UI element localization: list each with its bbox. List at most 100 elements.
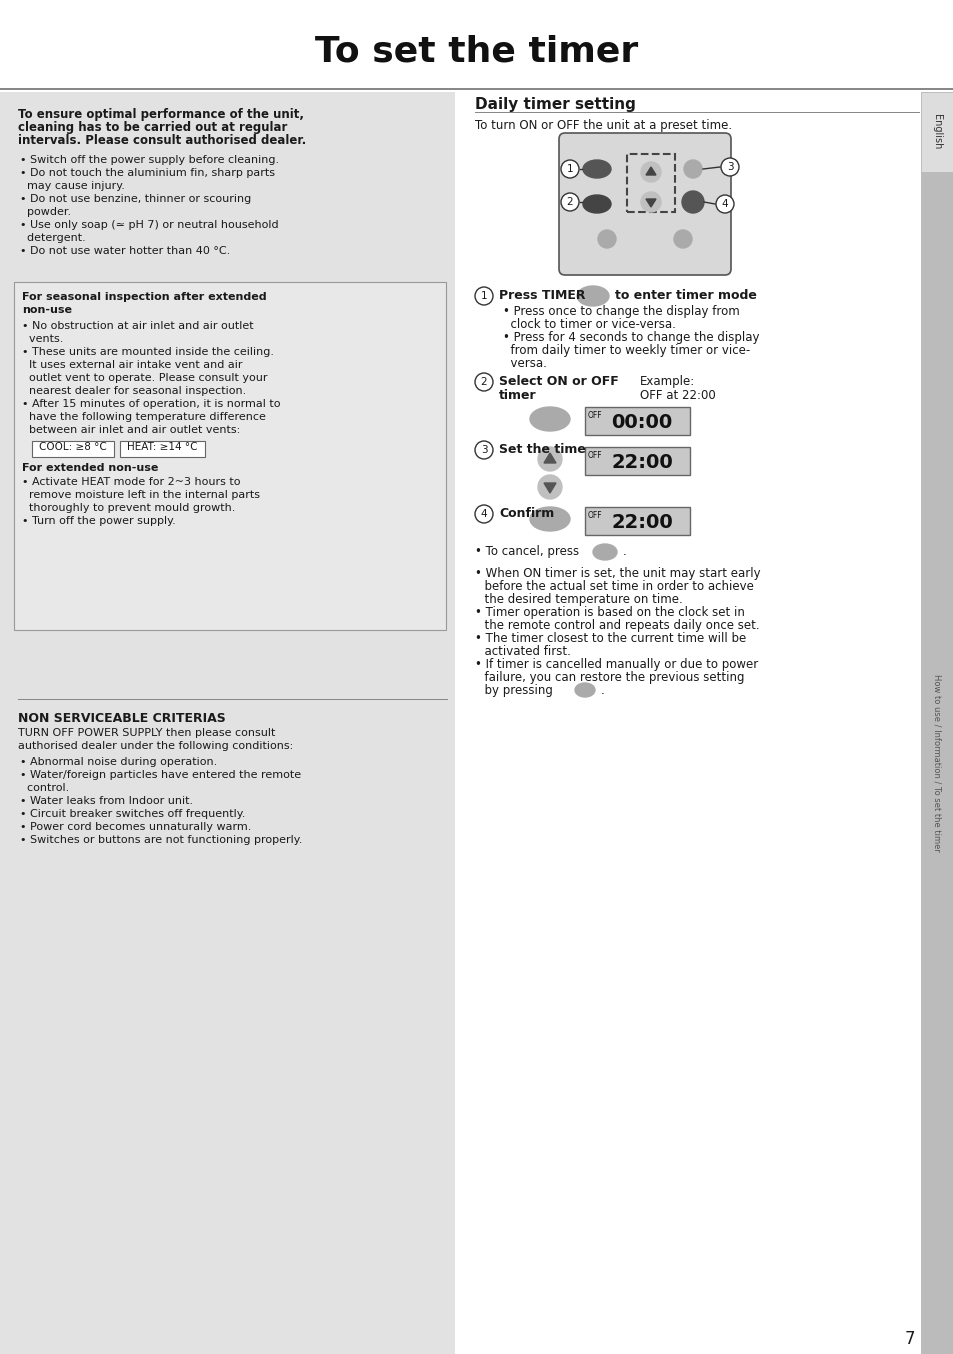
Bar: [920, 92, 953, 172]
Text: How to use / Information / To set the timer: How to use / Information / To set the ti…: [931, 674, 941, 852]
Text: .: .: [622, 546, 626, 558]
Text: by pressing: by pressing: [476, 684, 553, 697]
Text: vents.: vents.: [22, 334, 63, 344]
Ellipse shape: [575, 682, 595, 697]
Text: • Do not use water hotter than 40 °C.: • Do not use water hotter than 40 °C.: [20, 246, 230, 256]
Text: COOL: ≥8 °C: COOL: ≥8 °C: [39, 441, 107, 452]
Text: 1: 1: [566, 164, 573, 175]
Polygon shape: [643, 165, 658, 177]
Text: intervals. Please consult authorised dealer.: intervals. Please consult authorised dea…: [18, 134, 306, 148]
Text: • Press once to change the display from: • Press once to change the display from: [502, 305, 739, 318]
Text: to enter timer mode: to enter timer mode: [615, 288, 756, 302]
Text: Select ON or OFF: Select ON or OFF: [498, 375, 618, 389]
Text: • If timer is cancelled manually or due to power: • If timer is cancelled manually or due …: [475, 658, 758, 672]
Circle shape: [640, 192, 660, 213]
Text: • Water leaks from Indoor unit.: • Water leaks from Indoor unit.: [20, 796, 193, 806]
Text: authorised dealer under the following conditions:: authorised dealer under the following co…: [18, 741, 293, 751]
Text: before the actual set time in order to achieve: before the actual set time in order to a…: [476, 580, 753, 593]
Text: • Use only soap (≃ pH 7) or neutral household: • Use only soap (≃ pH 7) or neutral hous…: [20, 219, 278, 230]
Text: detergent.: detergent.: [20, 233, 86, 242]
Text: 2: 2: [566, 196, 573, 207]
Text: outlet vent to operate. Please consult your: outlet vent to operate. Please consult y…: [22, 372, 267, 383]
Bar: [14, 282, 446, 630]
Text: • After 15 minutes of operation, it is normal to: • After 15 minutes of operation, it is n…: [22, 399, 280, 409]
Text: OFF at 22:00: OFF at 22:00: [639, 389, 715, 402]
Text: Press TIMER: Press TIMER: [498, 288, 585, 302]
Text: non-use: non-use: [22, 305, 71, 315]
Text: • No obstruction at air inlet and air outlet: • No obstruction at air inlet and air ou…: [22, 321, 253, 330]
Text: 7: 7: [903, 1330, 914, 1349]
Text: • When ON timer is set, the unit may start early: • When ON timer is set, the unit may sta…: [475, 567, 760, 580]
Text: control.: control.: [20, 783, 70, 793]
Circle shape: [475, 505, 493, 523]
Text: OFF: OFF: [587, 510, 602, 520]
Bar: [18, 699, 448, 700]
Polygon shape: [645, 167, 656, 175]
Text: nearest dealer for seasonal inspection.: nearest dealer for seasonal inspection.: [22, 386, 246, 395]
FancyBboxPatch shape: [558, 133, 730, 275]
Text: OFF: OFF: [587, 451, 602, 460]
Text: powder.: powder.: [20, 207, 71, 217]
Text: 4: 4: [480, 509, 487, 519]
Ellipse shape: [530, 506, 569, 531]
Bar: [32, 441, 113, 458]
Text: from daily timer to weekly timer or vice-: from daily timer to weekly timer or vice…: [502, 344, 749, 357]
Text: 3: 3: [480, 445, 487, 455]
Text: English: English: [931, 114, 941, 150]
Bar: [584, 408, 689, 435]
Circle shape: [716, 195, 733, 213]
Text: • Switches or buttons are not functioning properly.: • Switches or buttons are not functionin…: [20, 835, 302, 845]
Text: • Power cord becomes unnaturally warm.: • Power cord becomes unnaturally warm.: [20, 822, 251, 831]
Text: 4: 4: [720, 199, 727, 209]
Text: • Do not use benzine, thinner or scouring: • Do not use benzine, thinner or scourin…: [20, 194, 251, 204]
Ellipse shape: [530, 408, 569, 431]
Text: timer: timer: [498, 389, 536, 402]
Text: • Turn off the power supply.: • Turn off the power supply.: [22, 516, 175, 525]
Text: remove moisture left in the internal parts: remove moisture left in the internal par…: [22, 490, 260, 500]
Text: may cause injury.: may cause injury.: [20, 181, 125, 191]
Circle shape: [720, 158, 739, 176]
Text: Example:: Example:: [639, 375, 695, 389]
Circle shape: [475, 287, 493, 305]
Polygon shape: [543, 454, 556, 463]
Text: Set the time: Set the time: [498, 443, 585, 456]
Text: 1: 1: [480, 291, 487, 301]
Text: • Circuit breaker switches off frequently.: • Circuit breaker switches off frequentl…: [20, 808, 245, 819]
Circle shape: [475, 372, 493, 391]
Text: 22:00: 22:00: [611, 513, 672, 532]
Text: cleaning has to be carried out at regular: cleaning has to be carried out at regula…: [18, 121, 287, 134]
Text: Daily timer setting: Daily timer setting: [475, 97, 636, 112]
Text: • Do not touch the aluminium fin, sharp parts: • Do not touch the aluminium fin, sharp …: [20, 168, 274, 177]
Text: .: .: [600, 684, 604, 697]
Text: For extended non-use: For extended non-use: [22, 463, 158, 473]
Text: • To cancel, press: • To cancel, press: [475, 546, 578, 558]
Text: between air inlet and air outlet vents:: between air inlet and air outlet vents:: [22, 425, 240, 435]
Polygon shape: [645, 199, 656, 207]
Polygon shape: [543, 483, 556, 493]
Text: 2: 2: [480, 376, 487, 387]
Circle shape: [683, 160, 701, 177]
Bar: [584, 506, 689, 535]
Bar: [0, 0, 953, 89]
Circle shape: [537, 475, 561, 500]
Text: 00:00: 00:00: [611, 413, 672, 432]
Text: the desired temperature on time.: the desired temperature on time.: [476, 593, 682, 607]
Text: • These units are mounted inside the ceiling.: • These units are mounted inside the cei…: [22, 347, 274, 357]
Ellipse shape: [582, 160, 610, 177]
Text: TURN OFF POWER SUPPLY then please consult: TURN OFF POWER SUPPLY then please consul…: [18, 728, 275, 738]
Text: thoroughly to prevent mould growth.: thoroughly to prevent mould growth.: [22, 502, 235, 513]
Text: OFF: OFF: [587, 412, 602, 420]
Text: • Abnormal noise during operation.: • Abnormal noise during operation.: [20, 757, 217, 766]
Text: versa.: versa.: [502, 357, 546, 370]
Text: failure, you can restore the previous setting: failure, you can restore the previous se…: [476, 672, 743, 684]
Bar: [120, 441, 205, 458]
Circle shape: [560, 160, 578, 177]
Text: activated first.: activated first.: [476, 645, 570, 658]
Circle shape: [640, 162, 660, 181]
Text: • Water/foreign particles have entered the remote: • Water/foreign particles have entered t…: [20, 770, 301, 780]
Text: • Switch off the power supply before cleaning.: • Switch off the power supply before cle…: [20, 154, 279, 165]
Ellipse shape: [582, 195, 610, 213]
Circle shape: [598, 230, 616, 248]
Text: To turn ON or OFF the unit at a preset time.: To turn ON or OFF the unit at a preset t…: [475, 119, 731, 131]
Circle shape: [475, 441, 493, 459]
